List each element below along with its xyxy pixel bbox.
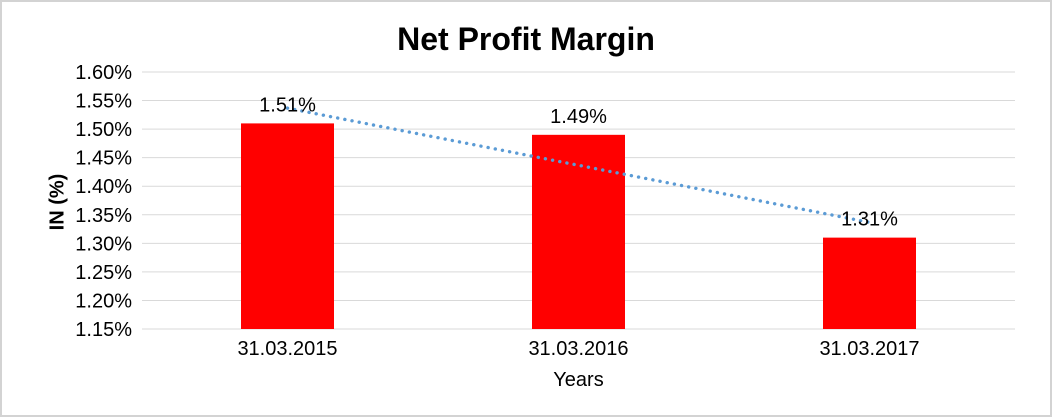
y-tick-label: 1.25% bbox=[75, 262, 132, 284]
y-tick-label: 1.40% bbox=[75, 176, 132, 198]
y-tick-label: 1.55% bbox=[75, 91, 132, 113]
bar bbox=[823, 237, 916, 329]
bar bbox=[532, 134, 625, 329]
data-label: 1.49% bbox=[550, 106, 607, 128]
y-tick-label: 1.35% bbox=[75, 205, 132, 227]
chart-title: Net Profit Margin bbox=[397, 21, 655, 57]
x-tick-label: 31.03.2016 bbox=[528, 338, 628, 360]
x-axis-title: Years bbox=[553, 369, 604, 391]
y-tick-label: 1.20% bbox=[75, 290, 132, 312]
y-tick-label: 1.15% bbox=[75, 319, 132, 341]
x-tick-label: 31.03.2015 bbox=[237, 338, 337, 360]
data-label: 1.51% bbox=[259, 94, 316, 116]
data-label: 1.31% bbox=[841, 209, 898, 231]
x-tick-label: 31.03.2017 bbox=[819, 338, 919, 360]
bar bbox=[241, 123, 334, 330]
y-tick-label: 1.30% bbox=[75, 233, 132, 255]
y-tick-label: 1.60% bbox=[75, 62, 132, 84]
y-tick-label: 1.50% bbox=[75, 119, 132, 141]
y-tick-label: 1.45% bbox=[75, 148, 132, 170]
